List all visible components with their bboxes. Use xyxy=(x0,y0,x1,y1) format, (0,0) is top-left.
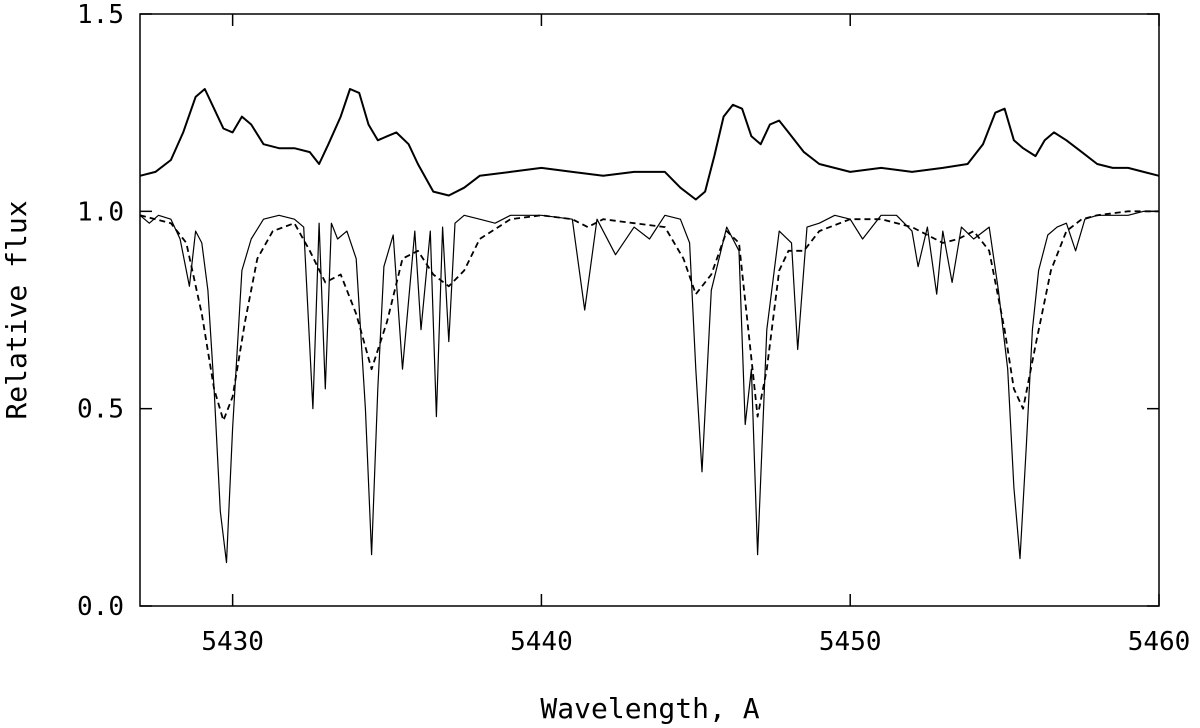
y-tick-label: 0.5 xyxy=(77,395,124,425)
y-tick-label: 0.0 xyxy=(77,592,124,622)
y-axis-title: Relative flux xyxy=(0,200,33,419)
plot-frame xyxy=(139,13,1160,607)
x-tick-label: 5430 xyxy=(201,627,264,657)
x-tick-label: 5460 xyxy=(1128,627,1191,657)
x-tick-label: 5450 xyxy=(819,627,882,657)
series-layer xyxy=(139,88,1160,564)
x-axis-title: Wavelength, A xyxy=(540,692,759,725)
y-tick-label: 1.5 xyxy=(77,0,124,30)
ticks-layer: 5430 5440 5450 5460 0.0 0.5 1.0 1.5 xyxy=(77,0,1190,657)
x-tick-label: 5440 xyxy=(510,627,573,657)
series-line-3 xyxy=(139,210,1159,422)
series-line-2 xyxy=(139,210,1159,564)
series-line-1 xyxy=(139,88,1160,201)
y-tick-label: 1.0 xyxy=(77,197,124,227)
